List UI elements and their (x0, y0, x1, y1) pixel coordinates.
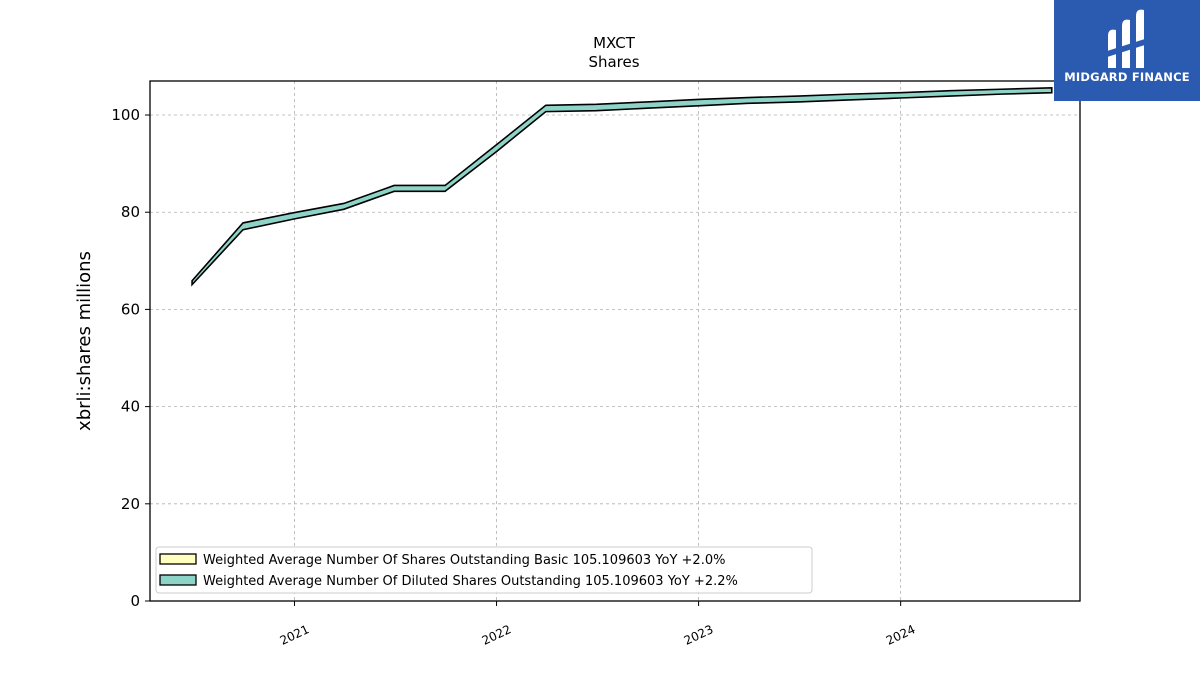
legend-label: Weighted Average Number Of Shares Outsta… (203, 553, 725, 568)
x-tick-label: 2023 (682, 622, 716, 648)
y-tick-label: 0 (130, 592, 140, 610)
x-tick-label: 2022 (480, 622, 514, 648)
chart-title: MXCT (593, 34, 636, 52)
chart-subtitle: Shares (588, 53, 639, 71)
legend-swatch (159, 553, 197, 565)
y-axis-label: xbrli:shares millions (74, 251, 95, 431)
y-tick-label: 20 (121, 495, 140, 513)
y-ticks: 0 20 40 60 80 100 (111, 106, 150, 610)
y-tick-label: 60 (121, 300, 140, 318)
x-tick-label: 2024 (884, 622, 918, 648)
x-ticks: 2021 2022 2023 2024 (278, 601, 918, 648)
logo-text: MIDGARD FINANCE (1064, 70, 1190, 84)
series-diluted-band (191, 86, 1053, 287)
plot-frame (149, 80, 1081, 602)
grid-lines (150, 81, 1080, 602)
legend-box (155, 546, 813, 594)
legend: Weighted Average Number Of Shares Outsta… (155, 546, 813, 594)
series-bands (191, 86, 1053, 287)
x-tick-label: 2021 (278, 622, 312, 648)
series-basic-line (191, 92, 1052, 285)
legend-label: Weighted Average Number Of Diluted Share… (203, 574, 738, 589)
midgard-logo-icon (1104, 9, 1148, 69)
y-tick-label: 100 (111, 106, 140, 124)
y-tick-label: 80 (121, 203, 140, 221)
legend-swatch (159, 574, 197, 586)
y-tick-label: 40 (121, 398, 140, 416)
midgard-logo: MIDGARD FINANCE (1054, 0, 1200, 101)
